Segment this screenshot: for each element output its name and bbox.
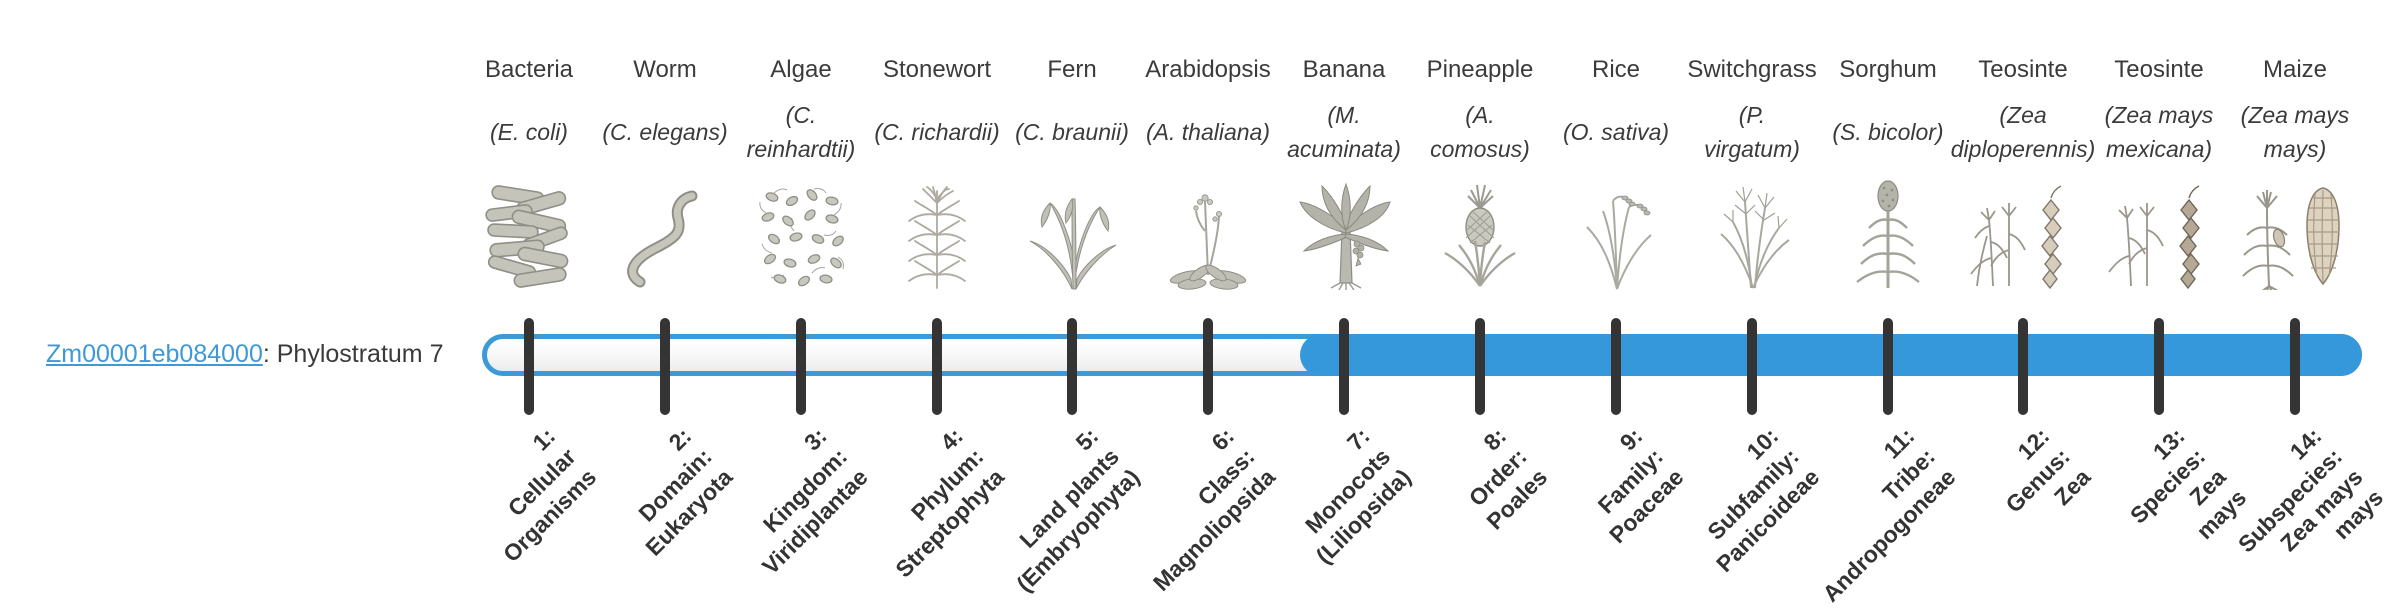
worm-icon — [603, 156, 727, 290]
rank-label: 12: Genus: Zea — [2000, 422, 2096, 518]
banana-tree-icon — [1282, 156, 1406, 290]
organism-label: Rice (O. sativa) — [1547, 52, 1685, 170]
organism-species: (Zea diploperennis) — [1950, 102, 2096, 162]
organism-name: Arabidopsis — [1145, 56, 1271, 83]
rank-label: 7: Monocots (Liliopsida) — [1300, 422, 1417, 569]
organism-species: (S. bicolor) — [1832, 119, 1944, 145]
organism-species: (O. sativa) — [1562, 119, 1670, 145]
organism-label: Fern (C. braunii) — [1003, 52, 1141, 170]
arabidopsis-icon — [1146, 156, 1270, 290]
teosinte-diploperennis-icon — [1961, 156, 2085, 290]
tick-mark — [2154, 318, 2164, 415]
fern-icon — [1010, 156, 1134, 290]
tick-mark — [1747, 318, 1757, 415]
organism-name: Sorghum — [1839, 56, 1937, 83]
organism-label: Worm (C. elegans) — [596, 52, 734, 170]
organism-name: Rice — [1591, 56, 1640, 83]
organism-species: (A. thaliana) — [1145, 119, 1270, 145]
organism-label: Banana (M. acuminata) — [1275, 52, 1413, 170]
rice-plant-icon — [1554, 156, 1678, 290]
rank-label: 11: Tribe: Andropogoneae — [1817, 422, 1961, 607]
tick-mark — [1611, 318, 1621, 415]
organism-name: Worm — [633, 56, 697, 83]
tick-mark — [660, 318, 670, 415]
rank-label: 4: Phylum: Streptophyta — [890, 422, 1010, 583]
organism-name: Switchgrass — [1687, 56, 1817, 83]
organism-label: Algae (C. reinhardtii) — [732, 52, 870, 170]
algae-icon — [739, 156, 863, 290]
rank-label: 3: Kingdom: Viridiplantae — [757, 422, 874, 580]
organism-species: (C. elegans) — [602, 119, 728, 145]
organism-label: Maize (Zea mays mays) — [2226, 52, 2364, 170]
organism-label: Switchgrass (P. virgatum) — [1683, 52, 1821, 170]
rank-label: 9: Family: Poaceae — [1592, 422, 1689, 549]
pineapple-icon — [1418, 156, 1542, 290]
organism-name: Fern — [1047, 56, 1097, 83]
rank-label: 6: Class: Magnoliopsida — [1147, 422, 1281, 596]
tick-mark — [1475, 318, 1485, 415]
organism-species: (P. virgatum) — [1704, 102, 1800, 162]
bacteria-icon — [467, 156, 591, 290]
organism-label: Sorghum (S. bicolor) — [1819, 52, 1957, 170]
organism-species: (C. richardii) — [874, 119, 1000, 145]
timeline-bar-fill — [1300, 334, 2362, 376]
organism-species: (Zea mays mays) — [2240, 102, 2350, 162]
organism-species: (M. acuminata) — [1287, 102, 1401, 162]
phylostratum-text: : Phylostratum 7 — [262, 340, 444, 368]
organism-label: Pineapple (A. comosus) — [1411, 52, 1549, 170]
phylostratigraphy-figure: { "gene": { "id": "Zm00001eb084000", "su… — [46, 52, 2388, 607]
tick-mark — [796, 318, 806, 415]
tick-mark — [1203, 318, 1213, 415]
organism-species: (A. comosus) — [1430, 102, 1530, 162]
tick-mark — [1883, 318, 1893, 415]
rank-label: 8: Order: Poales — [1463, 422, 1553, 535]
tick-mark — [1339, 318, 1349, 415]
switchgrass-icon — [1690, 156, 1814, 290]
tick-mark — [524, 318, 534, 415]
gene-label: Zm00001eb084000: Phylostratum 7 — [46, 340, 444, 369]
tick-mark — [2018, 318, 2028, 415]
tick-mark — [1067, 318, 1077, 415]
rank-label: 2: Domain: Eukaryota — [633, 422, 738, 561]
organism-name: Maize — [2262, 56, 2328, 83]
tick-mark — [2290, 318, 2300, 415]
rank-label: 14: Subspecies: Zea mays mays — [2232, 422, 2388, 558]
organism-name: Bacteria — [484, 56, 574, 83]
organism-name: Algae — [770, 56, 832, 83]
rank-label: 5: Land plants (Embryophyta) — [1010, 422, 1145, 597]
maize-icon — [2233, 156, 2357, 290]
organism-label: Stonewort (C. richardii) — [868, 52, 1006, 170]
organism-species: (C. reinhardtii) — [746, 102, 856, 162]
teosinte-mexicana-icon — [2097, 156, 2221, 290]
gene-id-link[interactable]: Zm00001eb084000 — [46, 340, 263, 368]
organism-label: Bacteria (E. coli) — [460, 52, 598, 170]
rank-label: 13: Species: Zea mays — [2125, 422, 2252, 545]
organism-name: Banana — [1302, 56, 1386, 83]
stonewort-icon — [875, 156, 999, 290]
organism-label: Teosinte (Zea mays mexicana) — [2090, 52, 2228, 170]
organism-name: Stonewort — [882, 56, 992, 83]
organism-name: Teosinte — [1978, 56, 2068, 83]
tick-mark — [932, 318, 942, 415]
organism-species: (E. coli) — [490, 119, 568, 145]
organism-species: (C. braunii) — [1015, 119, 1129, 145]
sorghum-icon — [1826, 156, 1950, 290]
organism-species: (Zea mays mexicana) — [2104, 102, 2214, 162]
organism-name: Pineapple — [1426, 56, 1534, 83]
rank-label: 1: Cellular Organisms — [497, 422, 602, 568]
organism-label: Arabidopsis (A. thaliana) — [1139, 52, 1277, 170]
organism-name: Teosinte — [2114, 56, 2204, 83]
organism-label: Teosinte (Zea diploperennis) — [1950, 52, 2096, 170]
